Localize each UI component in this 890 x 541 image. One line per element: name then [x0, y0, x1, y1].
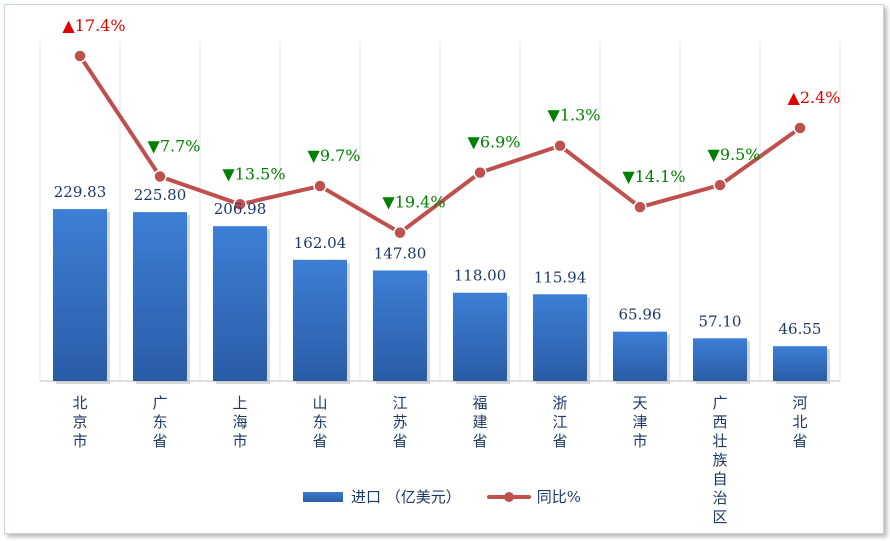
category-char: 西 — [712, 413, 727, 431]
line-point — [793, 121, 807, 135]
category-char: 江 — [392, 394, 407, 412]
category-char: 省 — [312, 432, 327, 450]
bar — [133, 212, 187, 381]
line-value-label: ▼6.9% — [468, 133, 521, 152]
line-point — [73, 49, 87, 63]
line-value-label: ▼7.7% — [148, 136, 201, 155]
bar-value-label: 115.94 — [534, 268, 587, 286]
legend-bar-swatch — [303, 491, 343, 502]
line-value-label: ▲2.4% — [788, 88, 841, 107]
category-label: 河北省 — [792, 394, 807, 450]
category-char: 市 — [632, 432, 647, 450]
bar — [693, 338, 747, 381]
category-label: 广东省 — [152, 394, 167, 450]
line-point — [233, 197, 247, 212]
bar — [53, 209, 107, 381]
series-line — [78, 54, 802, 235]
bar-value-label: 65.96 — [619, 306, 662, 324]
line-point — [633, 200, 647, 214]
legend: 进口 （亿美元） 同比% — [303, 486, 581, 507]
bar — [213, 226, 267, 381]
category-label: 广西壮族自治区 — [712, 394, 727, 526]
line-point — [553, 138, 567, 153]
category-char: 省 — [792, 432, 807, 450]
category-char: 广 — [152, 394, 167, 412]
category-char: 北 — [72, 394, 87, 412]
category-char: 壮 — [712, 432, 727, 450]
category-label: 江苏省 — [392, 394, 407, 450]
category-char: 自 — [712, 470, 727, 488]
category-label: 北京市 — [72, 394, 87, 450]
category-char: 福 — [472, 394, 487, 412]
category-label: 浙江省 — [552, 394, 567, 450]
legend-line-swatch — [486, 490, 531, 504]
line-point — [153, 169, 167, 184]
category-char: 省 — [552, 432, 567, 450]
line-value-label: ▼14.1% — [622, 167, 685, 186]
category-label: 福建省 — [472, 394, 487, 450]
bar — [533, 294, 587, 381]
category-label: 上海市 — [232, 394, 247, 450]
category-char: 苏 — [392, 413, 407, 431]
category-char: 市 — [72, 432, 87, 450]
category-char: 省 — [152, 432, 167, 450]
line-point — [473, 165, 487, 180]
bar — [373, 270, 427, 381]
category-char: 山 — [312, 394, 327, 412]
line-value-label: ▼9.5% — [708, 145, 761, 164]
bar-value-label: 162.04 — [294, 234, 347, 252]
category-label: 山东省 — [312, 394, 327, 450]
line-value-label: ▼19.4% — [382, 193, 445, 212]
category-char: 河 — [792, 394, 807, 412]
line-value-label: ▲17.4% — [62, 16, 125, 35]
bar-value-label: 46.55 — [779, 320, 822, 338]
line-value-label: ▼13.5% — [222, 164, 285, 183]
line-value-label: ▼9.7% — [308, 146, 361, 165]
category-char: 治 — [712, 489, 727, 507]
bar — [773, 346, 827, 381]
category-char: 建 — [472, 413, 487, 431]
category-char: 族 — [712, 451, 727, 469]
category-char: 天 — [632, 394, 647, 412]
category-char: 江 — [552, 413, 567, 431]
category-char: 北 — [792, 413, 807, 431]
category-char: 东 — [312, 413, 327, 431]
bar-value-label: 206.98 — [214, 200, 267, 218]
line-value-label: ▼1.3% — [548, 106, 601, 125]
bar — [613, 331, 667, 381]
category-char: 区 — [712, 508, 727, 526]
category-char: 市 — [232, 432, 247, 450]
bar-value-label: 229.83 — [54, 183, 107, 201]
category-char: 京 — [72, 413, 87, 431]
line-point — [313, 179, 327, 193]
category-label: 天津市 — [632, 394, 647, 450]
category-char: 海 — [232, 413, 247, 431]
category-char: 上 — [232, 394, 247, 412]
bar — [453, 292, 507, 381]
category-char: 东 — [152, 413, 167, 431]
bar-value-label: 118.00 — [454, 267, 507, 285]
category-char: 广 — [712, 394, 727, 412]
legend-bar-label: 进口 （亿美元） — [351, 488, 461, 506]
line-point — [393, 225, 407, 240]
category-char: 津 — [632, 413, 647, 431]
category-char: 省 — [472, 432, 487, 450]
bar — [293, 259, 347, 381]
bar-value-label: 147.80 — [374, 244, 427, 262]
legend-line-label: 同比% — [536, 488, 582, 506]
bar-value-label: 225.80 — [134, 186, 187, 204]
line-point — [713, 178, 727, 192]
category-char: 省 — [392, 432, 407, 450]
category-char: 浙 — [552, 394, 567, 412]
bar-value-label: 57.10 — [699, 312, 742, 330]
